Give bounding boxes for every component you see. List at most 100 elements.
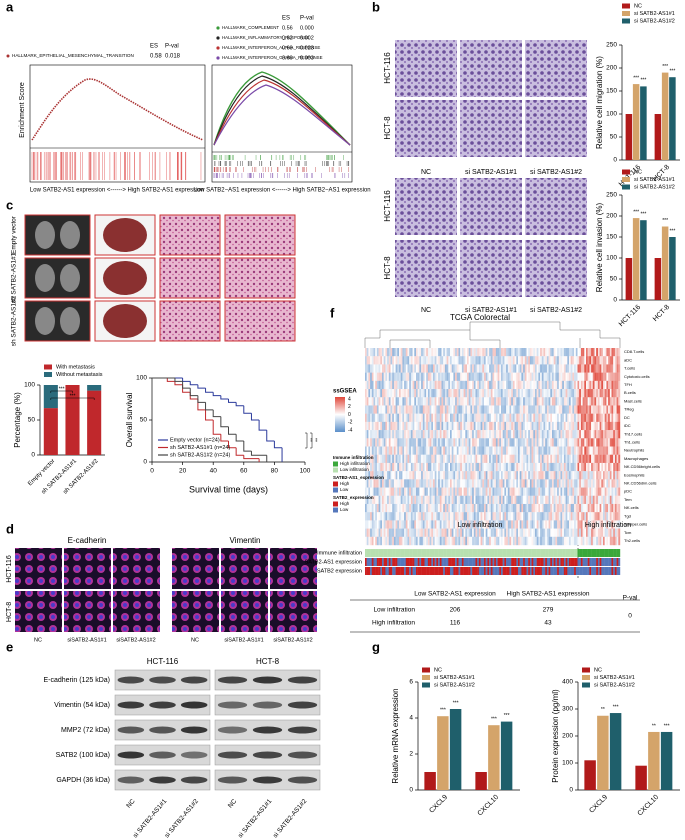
heatmap-cell — [616, 389, 619, 398]
legend-label: Empty vector (n=24) — [170, 437, 220, 443]
heatmap-cell — [390, 446, 393, 455]
heatmap-cell — [599, 389, 602, 398]
heatmap-cell — [577, 446, 580, 455]
heatmap-cell — [380, 364, 383, 373]
heatmap-cell — [414, 389, 417, 398]
track-cell — [604, 549, 607, 557]
heatmap-cell — [528, 446, 531, 455]
heatmap-cell — [531, 397, 534, 406]
heatmap-cell — [375, 479, 378, 488]
heatmap-cell — [599, 512, 602, 521]
bar — [625, 114, 633, 160]
heatmap-cell — [397, 364, 400, 373]
heatmap-cell — [497, 512, 500, 521]
track-cell — [541, 567, 544, 575]
heatmap-cell — [468, 438, 471, 447]
heatmap-cell — [553, 503, 556, 513]
heatmap-cell — [536, 356, 539, 365]
heatmap-cell — [608, 446, 610, 455]
heatmap-cell — [519, 380, 522, 390]
heatmap-cell — [458, 495, 461, 505]
heatmap-cell — [545, 438, 548, 447]
heatmap-cell — [443, 536, 446, 546]
heatmap-cell — [603, 372, 605, 382]
heatmap-cell — [604, 495, 607, 505]
track-cell — [531, 549, 534, 557]
track-cell — [388, 549, 391, 557]
heatmap-cell — [380, 454, 383, 464]
heatmap-cell — [453, 405, 456, 414]
heatmap-cell — [563, 372, 566, 382]
heatmap-cell — [524, 348, 527, 357]
heatmap-cell — [521, 356, 524, 365]
heatmap-cell — [540, 528, 542, 537]
heatmap-cell — [570, 487, 573, 496]
heatmap-cell — [494, 512, 497, 521]
heatmap-cell — [365, 430, 367, 439]
heatmap-cell — [516, 462, 519, 472]
heatmap-cell — [376, 438, 379, 447]
heatmap-cell — [529, 421, 532, 431]
track-cell — [393, 558, 396, 566]
heatmap-cell — [414, 356, 417, 365]
heatmap-cell — [565, 389, 568, 398]
heatmap-cell — [497, 389, 500, 398]
heatmap-cell — [463, 348, 466, 357]
track-cell — [461, 567, 464, 575]
heatmap-cell — [586, 479, 588, 488]
heatmap-cell — [373, 380, 376, 390]
heatmap-cell — [536, 413, 539, 423]
heatmap-cell — [397, 438, 400, 447]
heatmap-cell — [380, 512, 383, 521]
heatmap-cell — [402, 356, 405, 365]
heatmap-cell — [468, 446, 471, 455]
heatmap-cell — [402, 503, 405, 513]
heatmap-cell — [609, 372, 612, 382]
heatmap-cell — [536, 454, 539, 464]
survival-step — [228, 426, 237, 435]
y-tick-label: 400 — [562, 679, 573, 686]
heatmap-cell — [482, 438, 485, 447]
heatmap-cell — [392, 446, 395, 455]
heatmap-cell — [533, 356, 536, 365]
heatmap-cell — [553, 528, 556, 537]
heatmap-cell — [399, 512, 401, 521]
heatmap-cell — [402, 462, 405, 472]
heatmap-cell — [541, 520, 544, 529]
heatmap-cell — [516, 512, 519, 521]
heatmap-cell — [429, 512, 432, 521]
heatmap-cell — [492, 528, 495, 537]
x-tick-label: 80 — [271, 468, 279, 475]
heatmap-cell — [567, 356, 570, 365]
track-cell — [402, 558, 405, 566]
significance: ** — [652, 723, 656, 729]
significance-bracket — [310, 432, 313, 449]
heatmap-cell — [514, 454, 517, 464]
track-cell — [574, 549, 576, 557]
heatmap-cell — [546, 389, 549, 398]
heatmap-cell — [467, 520, 469, 529]
heatmap-cell — [402, 536, 405, 546]
track-cell — [417, 567, 420, 575]
heatmap-cell — [560, 380, 563, 390]
heatmap-cell — [443, 356, 446, 365]
heatmap-cell — [613, 397, 616, 406]
heatmap-cell — [433, 462, 435, 472]
heatmap-cell — [614, 405, 617, 414]
heatmap-cell — [609, 503, 612, 513]
heatmap-cell — [431, 348, 434, 357]
heatmap-cell — [555, 479, 558, 488]
heatmap-cell — [591, 446, 593, 455]
heatmap-cell — [567, 479, 570, 488]
heatmap-cell — [419, 372, 422, 382]
track-cell — [567, 549, 570, 557]
protein-label: MMP2 (72 kDa) — [61, 727, 110, 734]
heatmap-cell — [567, 487, 570, 496]
heatmap-cell — [587, 356, 590, 365]
heatmap-cell — [485, 454, 488, 464]
heatmap-cell — [494, 462, 497, 472]
track-cell — [499, 567, 502, 575]
heatmap-cell — [417, 397, 420, 406]
heatmap-cell — [567, 421, 570, 431]
heatmap-cell — [540, 348, 542, 357]
